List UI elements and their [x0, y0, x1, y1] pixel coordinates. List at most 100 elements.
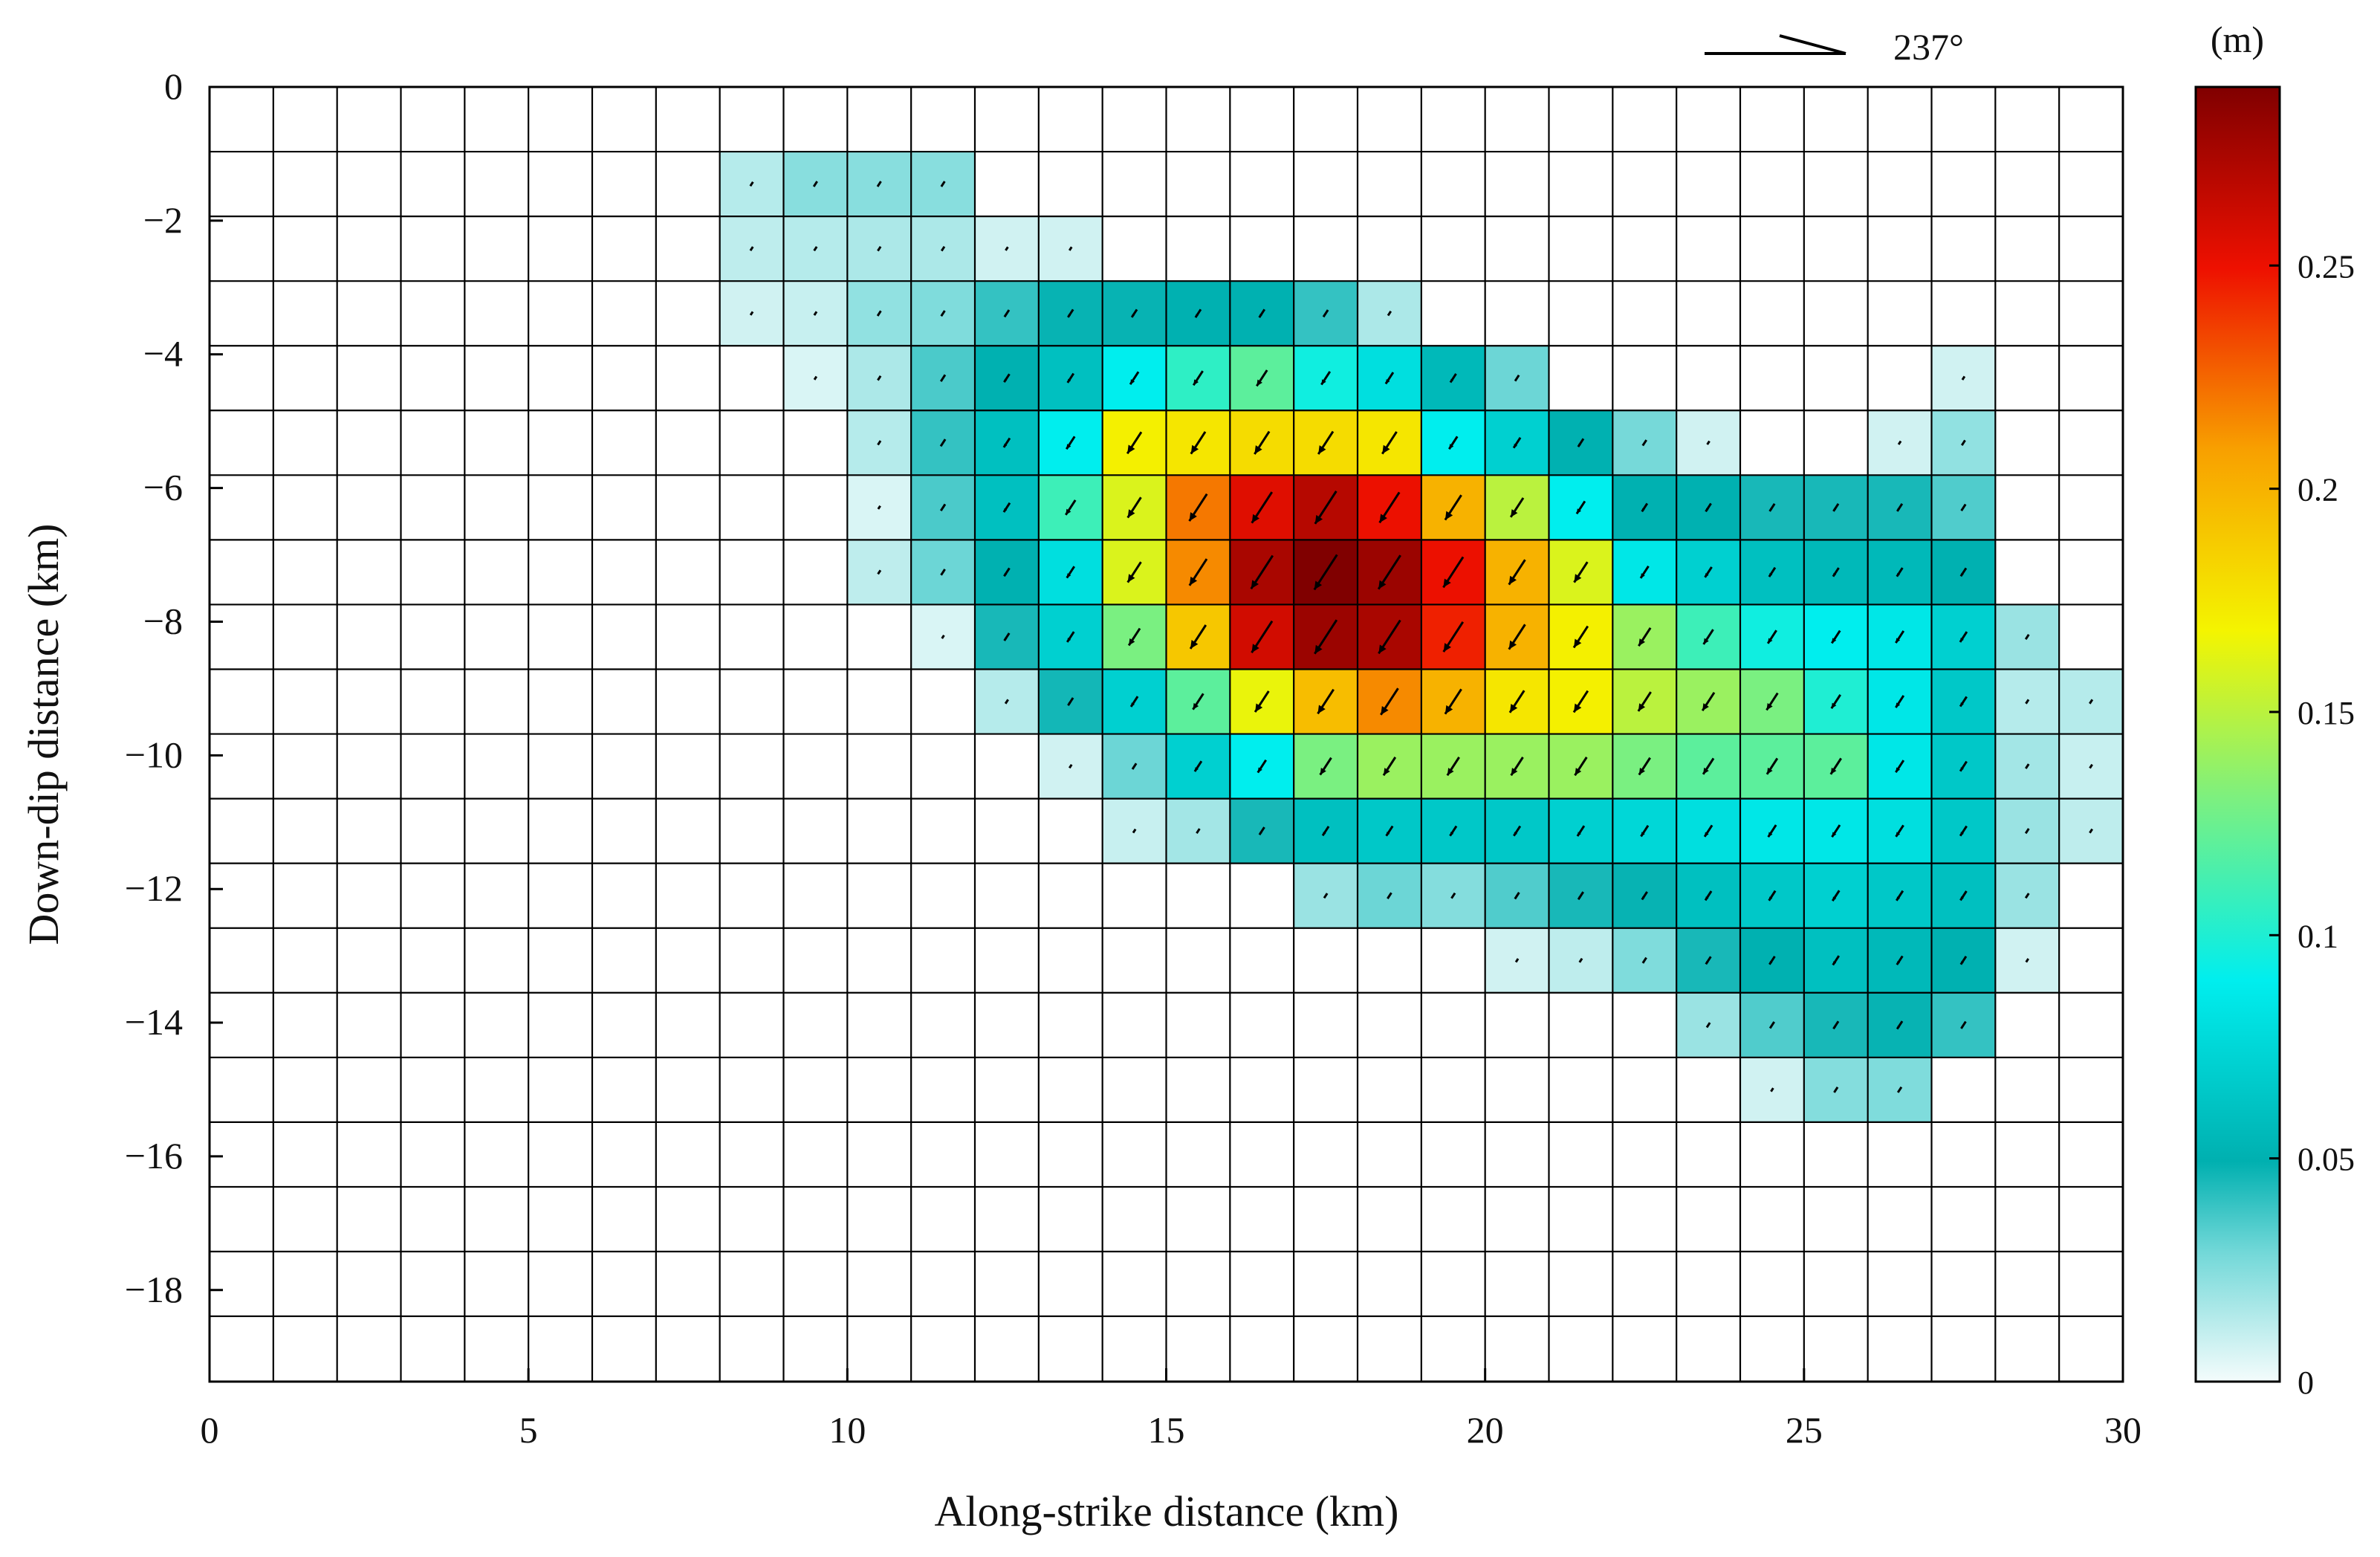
slip-vector: [1577, 438, 1585, 448]
slip-vector-head: [1896, 961, 1900, 965]
slip-vector-shaft: [877, 440, 882, 446]
slip-vector: [1314, 619, 1338, 655]
slip-vector-head: [1768, 832, 1773, 838]
slip-vector: [1896, 955, 1904, 965]
slip-vector-shaft: [813, 311, 818, 316]
slip-vector: [1069, 763, 1073, 769]
slip-vector-shaft: [1514, 374, 1520, 382]
patch-grid: [210, 87, 2123, 1382]
slip-vector-shaft: [1897, 440, 1902, 445]
slip-vector: [877, 440, 882, 446]
slip-vector-head: [1574, 574, 1582, 583]
slip-vector: [1959, 696, 1968, 708]
slip-vector: [1196, 828, 1201, 834]
slip-vector-head: [1960, 896, 1964, 901]
slip-vector: [1701, 692, 1716, 712]
slip-vector-head: [1896, 572, 1900, 577]
slip-vector: [876, 310, 882, 317]
slip-vector: [2025, 699, 2030, 705]
slip-vector-head: [1385, 379, 1390, 384]
slip-vector: [1575, 500, 1586, 515]
slip-vector: [1382, 757, 1397, 777]
slip-vector-head: [1189, 512, 1197, 522]
slip-vector-shaft: [2089, 828, 2094, 834]
slip-vector: [1188, 493, 1208, 522]
slip-vector: [1066, 436, 1076, 450]
slip-vector: [1576, 825, 1586, 837]
slip-vector: [813, 375, 818, 381]
slip-vector: [1320, 371, 1332, 386]
slip-vector: [1959, 890, 1968, 901]
slip-vector-head: [1443, 578, 1451, 588]
colorbar: (m) 0 0.05 0.1 0.15 0.2 0.25: [2194, 19, 2355, 1401]
slip-vector-head: [1832, 832, 1837, 838]
slip-vector-shaft: [1641, 439, 1647, 447]
slip-vector: [1572, 690, 1589, 713]
slip-vector: [1959, 760, 1968, 772]
slip-vector-shaft: [1131, 763, 1138, 770]
slip-vector: [2024, 633, 2030, 640]
rake-reference-label: 237°: [1893, 26, 1964, 68]
slip-vector-head: [1130, 379, 1135, 385]
colorbar-tick-label: 0.1: [2298, 918, 2338, 954]
slip-vector-shaft: [876, 181, 882, 187]
slip-vector: [1703, 824, 1713, 838]
slip-vector: [1448, 436, 1459, 450]
slip-vector-shaft: [1641, 956, 1647, 964]
slip-vector-head: [1378, 580, 1387, 589]
slip-vector: [813, 311, 818, 316]
slip-vector-head: [1127, 444, 1135, 454]
slip-vector: [1256, 369, 1268, 387]
slip-vector: [1574, 757, 1588, 777]
slip-vector-head: [1768, 572, 1773, 577]
slip-vector: [1189, 624, 1207, 650]
y-axis: 0 −2 −4 −6 −8 −10 −12 −14 −16 −18: [125, 65, 223, 1310]
slip-vector: [1765, 757, 1779, 775]
slip-vector-head: [1004, 378, 1008, 383]
slip-vector: [939, 374, 947, 382]
slip-vector-head: [1381, 705, 1389, 715]
slip-vector: [1639, 566, 1650, 579]
slip-vector: [1960, 1020, 1967, 1029]
slip-vector: [1832, 567, 1840, 577]
y-tick-label: −18: [125, 1269, 183, 1310]
slip-vector: [1129, 696, 1139, 708]
slip-vector: [1313, 554, 1338, 591]
colorbar-ticks: 0 0.05 0.1 0.15 0.2 0.25: [2269, 248, 2355, 1401]
slip-vector: [1767, 824, 1777, 838]
slip-vector: [1577, 891, 1584, 901]
slip-vector: [1192, 693, 1204, 710]
slip-vector-shaft: [877, 375, 882, 381]
slip-vector: [1768, 566, 1777, 577]
slip-vector: [1704, 566, 1713, 578]
slip-vector-head: [1703, 767, 1709, 774]
slip-vector-head: [1638, 768, 1645, 775]
slip-vector-shaft: [1005, 246, 1009, 251]
slip-vector-shaft: [1578, 957, 1583, 963]
slip-vector-shaft: [812, 181, 818, 187]
slip-vector-head: [1641, 832, 1645, 837]
y-tick-label: −2: [143, 199, 183, 241]
x-axis-title: Along-strike distance (km): [935, 1487, 1399, 1535]
slip-vector-head: [1379, 514, 1387, 523]
slip-vector-head: [1705, 832, 1709, 837]
slip-vector-head: [1960, 702, 1964, 707]
slip-vector-shaft: [1768, 1021, 1775, 1029]
slip-vector: [1321, 826, 1330, 837]
slip-vector: [1897, 440, 1902, 445]
slip-vector-head: [1833, 508, 1837, 511]
slip-vector-head: [1896, 896, 1901, 901]
slip-vector: [1578, 957, 1583, 963]
slip-vector-shaft: [1003, 309, 1011, 318]
slip-vector: [1510, 757, 1524, 777]
slip-vector: [940, 569, 946, 576]
x-tick-label: 0: [201, 1409, 219, 1451]
slip-vector: [1377, 554, 1401, 590]
slip-vector: [1770, 1087, 1774, 1093]
slip-vector-head: [1251, 514, 1259, 523]
slip-vector: [1896, 1086, 1903, 1093]
slip-vector: [2024, 828, 2030, 835]
slip-vector: [1129, 371, 1140, 386]
slip-vector: [1444, 688, 1462, 715]
